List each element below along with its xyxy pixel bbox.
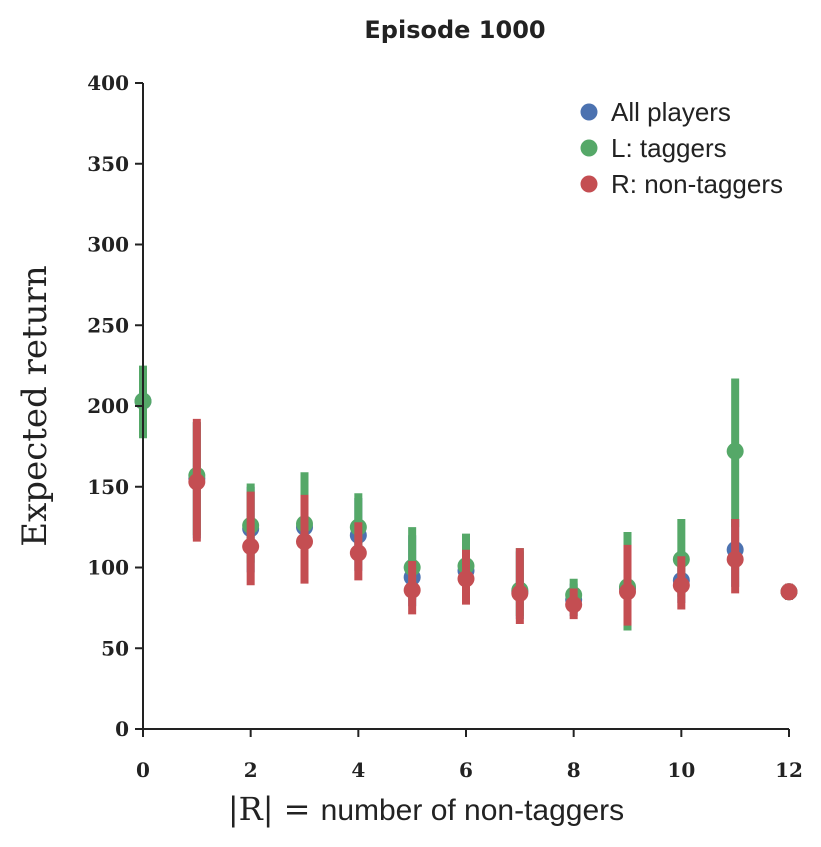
x-axis-label-text: number of non-taggers	[321, 794, 625, 827]
legend-label: R: non-taggers	[611, 169, 783, 199]
data-point	[403, 581, 421, 599]
data-point	[672, 576, 690, 594]
y-tick-label: 350	[87, 152, 129, 176]
data-point	[619, 583, 636, 601]
x-tick-label: 8	[567, 758, 581, 782]
x-tick-label: 0	[136, 758, 150, 782]
x-axis-label-math: |R| =	[228, 790, 321, 828]
data-point	[565, 596, 583, 614]
data-point	[726, 550, 744, 568]
y-tick-label: 300	[87, 233, 129, 257]
x-tick-label: 12	[775, 758, 803, 782]
y-tick-label: 400	[87, 71, 129, 95]
plot-area	[134, 365, 798, 631]
legend-label: L: taggers	[611, 133, 727, 163]
y-tick-label: 100	[87, 556, 129, 580]
y-axis-label: Expected return	[15, 265, 55, 546]
chart-title: Episode 1000	[364, 16, 545, 44]
legend: All players L: taggers R: non-taggers	[580, 97, 783, 199]
data-point	[780, 583, 798, 601]
x-ticks: 0 2 4 6 8 10 12	[136, 729, 803, 782]
data-point	[188, 473, 206, 491]
data-point	[242, 538, 260, 556]
data-point	[511, 584, 529, 602]
data-point	[457, 570, 475, 588]
x-tick-label: 2	[244, 758, 258, 782]
legend-label: All players	[611, 97, 731, 127]
y-tick-label: 200	[87, 394, 129, 418]
x-tick-label: 4	[351, 758, 365, 782]
y-tick-label: 150	[87, 475, 129, 499]
y-ticks: 0 50 100 150 200 250 300 350 400	[87, 71, 143, 741]
legend-marker	[580, 139, 598, 157]
legend-marker	[580, 103, 598, 121]
data-point	[296, 533, 313, 551]
series-non-taggers	[188, 418, 798, 626]
x-axis-label: |R| = number of non-taggers	[228, 790, 624, 828]
y-tick-label: 250	[87, 313, 129, 337]
y-tick-label: 50	[101, 636, 129, 660]
x-tick-label: 6	[459, 758, 473, 782]
legend-marker	[580, 175, 598, 193]
y-tick-label: 0	[115, 717, 129, 741]
data-point	[349, 544, 367, 562]
data-point	[726, 442, 744, 460]
x-tick-label: 10	[667, 758, 695, 782]
